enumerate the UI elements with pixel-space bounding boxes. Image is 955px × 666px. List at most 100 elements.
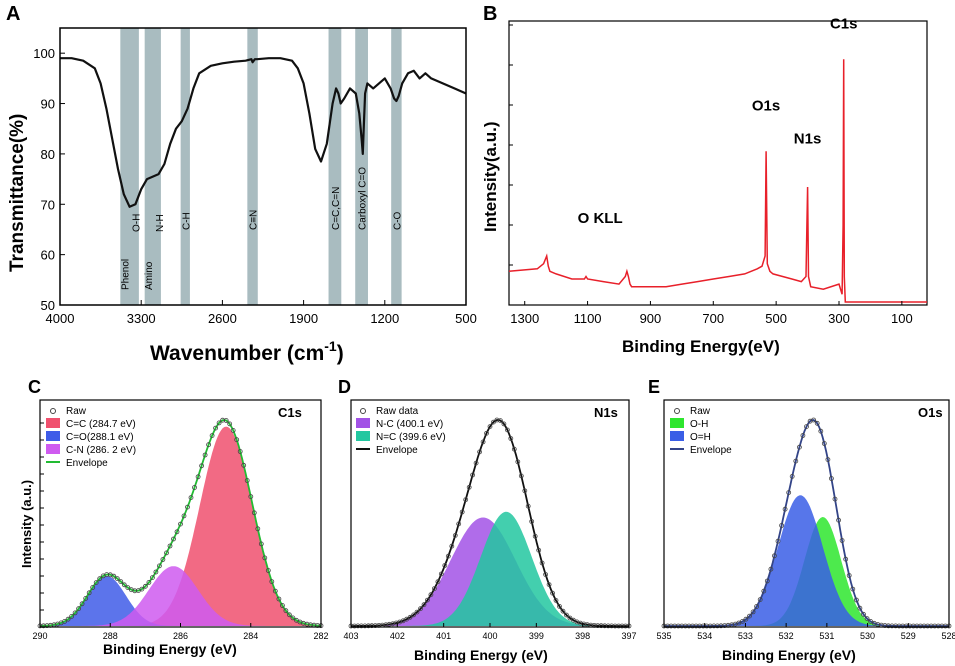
d-raw-point (511, 446, 517, 452)
c-raw-point (83, 596, 89, 601)
c-raw-point (195, 474, 201, 480)
ftir-y-tick-label: 50 (41, 298, 55, 313)
c-raw-point (279, 603, 285, 608)
d-raw-point (487, 424, 493, 430)
e-raw-point (900, 623, 906, 629)
c-raw-point (283, 608, 289, 614)
d-raw-point (386, 621, 392, 627)
ftir-band-label: O-H (132, 214, 143, 232)
d-raw-point (473, 460, 479, 466)
o1s-x-axis-label: Binding Energy (eV) (722, 647, 856, 663)
d-raw-point (438, 571, 444, 577)
d-raw-point (435, 579, 441, 585)
c-legend-swatch (46, 431, 60, 441)
ftir-band (328, 28, 342, 305)
e-raw-point (747, 613, 752, 619)
panel-label-e: E (648, 377, 660, 397)
e-raw-point (864, 616, 870, 621)
e-raw-point (764, 578, 770, 584)
c-raw-point (262, 555, 268, 561)
e-legend-swatch (670, 431, 684, 441)
d-raw-point (456, 521, 462, 527)
c-raw-point (199, 463, 205, 469)
d-raw-point (605, 623, 611, 629)
c-raw-point (223, 418, 229, 423)
n1s-x-axis-label: Binding Energy (eV) (414, 647, 548, 663)
ftir-x-tick-label: 3300 (127, 311, 156, 326)
e-raw-point (782, 506, 788, 512)
c-raw-point (171, 536, 176, 542)
c-legend-series-label: C=O(288.1 eV) (66, 432, 134, 443)
xps-survey-peak-label: O1s (752, 97, 780, 114)
ftir-band-label: N-H (155, 214, 166, 232)
ftir-x-axis-label: Wavenumber (cm-1) (150, 338, 344, 365)
e-x-tick-label: 528 (941, 631, 955, 641)
ftir-y-ticks: 50 60 70 80 90 100 (33, 46, 65, 313)
o1s-title: O1s (918, 405, 943, 420)
n1s-chart: 403 402 401 400 399 398 397 Raw data N-C (400.1… (343, 399, 637, 663)
panel-label-a: A (6, 3, 20, 25)
ftir-y-tick-label: 70 (41, 197, 55, 212)
e-raw-point (861, 611, 866, 617)
c-raw-point (248, 494, 254, 500)
c-raw-point (69, 614, 74, 619)
e-raw-point (690, 623, 695, 629)
e-legend-raw-label: Raw (690, 406, 711, 417)
e-raw-point (889, 623, 895, 629)
d-legend-series-label: N-C (400.1 eV) (376, 419, 443, 430)
d-raw-point (466, 484, 472, 490)
xps-survey-x-tick-label: 1300 (510, 311, 539, 326)
d-raw-point (491, 419, 496, 425)
c-raw-point (209, 433, 215, 439)
d-raw-point (480, 439, 486, 445)
e-raw-point (675, 623, 681, 629)
d-x-tick-label: 400 (482, 631, 497, 641)
d-raw-point (623, 623, 628, 629)
c-raw-point (286, 612, 292, 618)
d-raw-point (369, 623, 375, 629)
e-raw-point (761, 588, 767, 594)
c-raw-point (272, 588, 278, 594)
c-x-tick-label: 286 (173, 631, 188, 641)
c-x-tick-label: 284 (243, 631, 258, 641)
c-raw-point (93, 580, 99, 585)
d-raw-point (515, 459, 521, 465)
e-x-tick-label: 532 (779, 631, 794, 641)
c-raw-point (206, 442, 212, 448)
d-raw-point (529, 519, 535, 524)
xps-survey-x-tick-label: 500 (765, 311, 787, 326)
c-raw-point (160, 557, 166, 562)
c-peak-fill (40, 576, 321, 626)
n1s-peak-fills (351, 511, 629, 626)
d-raw-point (463, 497, 469, 503)
d-raw-point (484, 430, 489, 436)
e-raw-point (854, 597, 859, 603)
d-raw-point (518, 473, 524, 479)
c1s-x-ticks: 290 288 286 284 282 (32, 623, 329, 641)
c-raw-point (118, 579, 124, 584)
ftir-plot-frame (59, 27, 467, 306)
n1s-title: N1s (594, 405, 618, 420)
e-raw-point (843, 556, 849, 562)
e-raw-point (786, 490, 792, 496)
e-raw-point (893, 623, 898, 629)
d-raw-point (543, 572, 548, 577)
xps-survey-x-tick-label: 700 (702, 311, 724, 326)
d-raw-point (442, 563, 448, 568)
ftir-line-group (60, 57, 467, 208)
d-raw-point (445, 553, 451, 559)
d-raw-point (421, 602, 427, 608)
e-raw-point (928, 623, 934, 629)
c-raw-point (202, 452, 208, 458)
xps-survey-peak-label: O KLL (578, 210, 623, 227)
e-raw-point (818, 428, 824, 434)
d-raw-point (553, 598, 559, 603)
d-raw-point (494, 417, 500, 423)
o1s-legend: Raw O-H O=H Envelope (670, 406, 732, 456)
c-raw-point (265, 568, 271, 573)
e-raw-point (939, 623, 945, 629)
e-raw-point (839, 538, 845, 543)
e-x-tick-label: 534 (697, 631, 712, 641)
c-raw-point (185, 504, 190, 510)
e-raw-point (672, 623, 678, 629)
